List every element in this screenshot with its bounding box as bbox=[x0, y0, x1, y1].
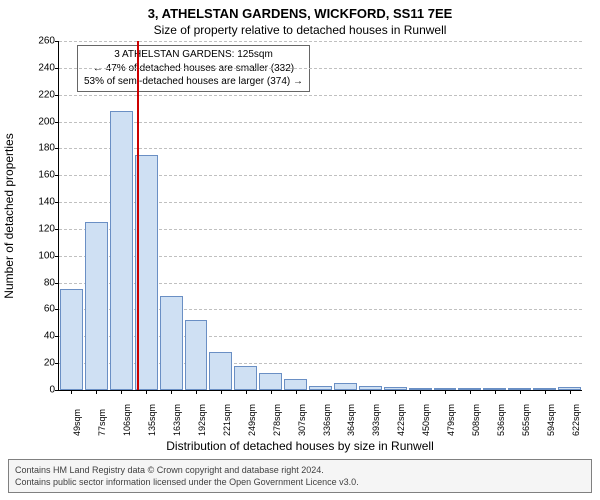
histogram-bar bbox=[160, 296, 183, 390]
x-tick-label: 393sqm bbox=[371, 402, 381, 436]
x-tick-label: 77sqm bbox=[97, 407, 107, 436]
y-tick-mark bbox=[55, 148, 59, 149]
x-tick-label: 163sqm bbox=[172, 402, 182, 436]
y-tick-label: 100 bbox=[25, 250, 55, 261]
x-tick-mark bbox=[495, 390, 496, 394]
y-tick-mark bbox=[55, 202, 59, 203]
x-tick-mark bbox=[221, 390, 222, 394]
x-tick-mark bbox=[395, 390, 396, 394]
x-tick-mark bbox=[520, 390, 521, 394]
histogram-bar bbox=[259, 373, 282, 390]
y-tick-mark bbox=[55, 256, 59, 257]
x-tick-label: 422sqm bbox=[396, 402, 406, 436]
y-tick-label: 40 bbox=[25, 331, 55, 342]
x-tick-label: 594sqm bbox=[546, 402, 556, 436]
y-tick-label: 60 bbox=[25, 304, 55, 315]
histogram-bar bbox=[234, 366, 257, 390]
x-tick-label: 565sqm bbox=[521, 402, 531, 436]
chart-title-sub: Size of property relative to detached ho… bbox=[0, 21, 600, 37]
footer-line-2: Contains public sector information licen… bbox=[15, 476, 585, 488]
y-tick-mark bbox=[55, 309, 59, 310]
x-tick-mark bbox=[71, 390, 72, 394]
y-tick-mark bbox=[55, 390, 59, 391]
y-tick-label: 80 bbox=[25, 277, 55, 288]
histogram-bar bbox=[85, 222, 108, 390]
x-tick-label: 278sqm bbox=[272, 402, 282, 436]
x-tick-label: 336sqm bbox=[322, 402, 332, 436]
histogram-bar bbox=[110, 111, 133, 390]
x-tick-mark bbox=[296, 390, 297, 394]
y-tick-mark bbox=[55, 363, 59, 364]
y-tick-label: 260 bbox=[25, 36, 55, 47]
histogram-bar bbox=[60, 289, 83, 390]
histogram-bar bbox=[334, 383, 357, 390]
y-tick-mark bbox=[55, 122, 59, 123]
x-tick-label: 249sqm bbox=[247, 402, 257, 436]
y-tick-label: 240 bbox=[25, 62, 55, 73]
y-tick-label: 20 bbox=[25, 358, 55, 369]
x-tick-label: 106sqm bbox=[122, 402, 132, 436]
x-tick-label: 221sqm bbox=[222, 402, 232, 436]
x-tick-mark bbox=[271, 390, 272, 394]
x-tick-mark bbox=[570, 390, 571, 394]
footer-line-1: Contains HM Land Registry data © Crown c… bbox=[15, 464, 585, 476]
y-tick-mark bbox=[55, 229, 59, 230]
histogram-bar bbox=[209, 352, 232, 390]
x-tick-label: 508sqm bbox=[471, 402, 481, 436]
y-tick-label: 120 bbox=[25, 223, 55, 234]
y-tick-mark bbox=[55, 336, 59, 337]
annotation-line-1: 3 ATHELSTAN GARDENS: 125sqm bbox=[84, 48, 303, 62]
property-size-marker bbox=[137, 41, 139, 390]
x-tick-mark bbox=[246, 390, 247, 394]
footer-attribution: Contains HM Land Registry data © Crown c… bbox=[8, 459, 592, 493]
x-tick-label: 479sqm bbox=[446, 402, 456, 436]
x-tick-mark bbox=[196, 390, 197, 394]
x-tick-label: 536sqm bbox=[496, 402, 506, 436]
x-tick-mark bbox=[445, 390, 446, 394]
x-tick-mark bbox=[420, 390, 421, 394]
annotation-line-3: 53% of semi-detached houses are larger (… bbox=[84, 75, 303, 89]
x-tick-mark bbox=[171, 390, 172, 394]
x-tick-mark bbox=[96, 390, 97, 394]
x-tick-mark bbox=[470, 390, 471, 394]
x-tick-mark bbox=[345, 390, 346, 394]
y-tick-label: 220 bbox=[25, 89, 55, 100]
histogram-bar bbox=[185, 320, 208, 390]
x-axis-title: Distribution of detached houses by size … bbox=[0, 439, 600, 453]
histogram-bar bbox=[284, 379, 307, 390]
x-tick-mark bbox=[545, 390, 546, 394]
y-tick-label: 140 bbox=[25, 197, 55, 208]
chart-plot-area: Number of detached properties 3 ATHELSTA… bbox=[58, 41, 582, 391]
chart-title-main: 3, ATHELSTAN GARDENS, WICKFORD, SS11 7EE bbox=[0, 0, 600, 21]
y-tick-mark bbox=[55, 68, 59, 69]
y-tick-mark bbox=[55, 41, 59, 42]
x-tick-label: 450sqm bbox=[421, 402, 431, 436]
x-tick-mark bbox=[121, 390, 122, 394]
x-tick-mark bbox=[146, 390, 147, 394]
x-tick-mark bbox=[321, 390, 322, 394]
y-tick-mark bbox=[55, 95, 59, 96]
y-tick-label: 0 bbox=[25, 385, 55, 396]
y-tick-label: 160 bbox=[25, 170, 55, 181]
x-tick-label: 364sqm bbox=[346, 402, 356, 436]
x-tick-label: 307sqm bbox=[297, 402, 307, 436]
y-axis-title: Number of detached properties bbox=[2, 133, 16, 298]
x-tick-label: 135sqm bbox=[147, 402, 157, 436]
y-tick-label: 180 bbox=[25, 143, 55, 154]
y-tick-mark bbox=[55, 175, 59, 176]
x-tick-label: 622sqm bbox=[571, 402, 581, 436]
y-tick-label: 200 bbox=[25, 116, 55, 127]
x-tick-label: 49sqm bbox=[72, 407, 82, 436]
x-tick-label: 192sqm bbox=[197, 402, 207, 436]
x-tick-mark bbox=[370, 390, 371, 394]
y-tick-mark bbox=[55, 283, 59, 284]
